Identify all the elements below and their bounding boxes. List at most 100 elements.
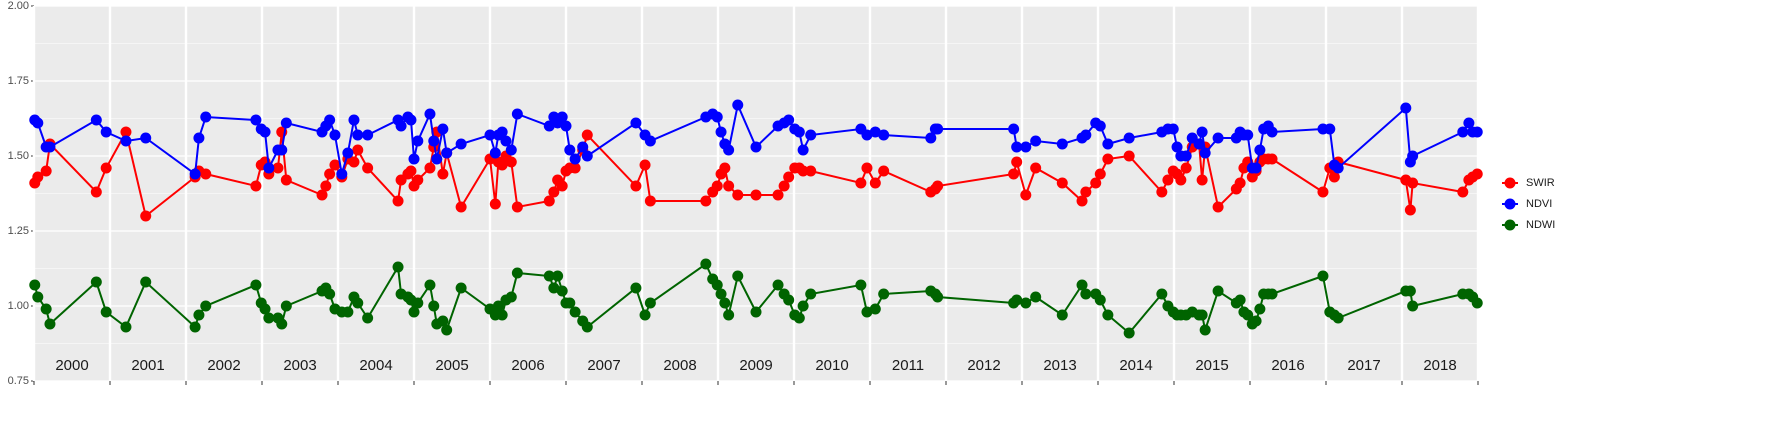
point <box>272 162 284 174</box>
point <box>797 144 809 156</box>
point <box>772 189 784 201</box>
point <box>250 114 262 126</box>
point <box>1171 141 1183 153</box>
point <box>1254 303 1266 315</box>
point <box>362 312 374 324</box>
point <box>200 168 212 180</box>
point <box>437 315 449 327</box>
point <box>412 135 424 147</box>
point <box>700 258 712 270</box>
point <box>437 123 449 135</box>
point <box>1317 186 1329 198</box>
point <box>1212 285 1224 297</box>
point <box>1317 270 1329 282</box>
point <box>259 303 271 315</box>
point <box>869 177 881 189</box>
point <box>723 309 735 321</box>
point <box>1167 123 1179 135</box>
point <box>543 195 555 207</box>
point <box>1471 126 1483 138</box>
point <box>1196 174 1208 186</box>
point <box>560 120 572 132</box>
point <box>352 144 364 156</box>
point <box>189 168 201 180</box>
point <box>556 285 568 297</box>
year-label: 2016 <box>1271 357 1304 374</box>
point <box>100 162 112 174</box>
point <box>783 294 795 306</box>
year-label: 2011 <box>892 357 924 374</box>
point <box>455 138 467 150</box>
point <box>1102 309 1114 321</box>
point <box>428 300 440 312</box>
point <box>29 279 41 291</box>
year-label: 2007 <box>587 357 620 374</box>
point <box>1199 147 1211 159</box>
point <box>869 303 881 315</box>
point <box>750 306 762 318</box>
point <box>1328 171 1340 183</box>
point <box>348 114 360 126</box>
point <box>408 153 420 165</box>
point <box>715 126 727 138</box>
point <box>552 270 564 282</box>
point <box>316 189 328 201</box>
point <box>342 147 354 159</box>
point <box>711 111 723 123</box>
point <box>1254 144 1266 156</box>
point <box>352 129 364 141</box>
point <box>100 126 112 138</box>
point <box>120 321 132 333</box>
point <box>362 162 374 174</box>
point <box>1080 186 1092 198</box>
point <box>715 288 727 300</box>
point <box>1242 309 1254 321</box>
legend-key <box>1504 198 1516 210</box>
point <box>32 171 44 183</box>
point <box>772 279 784 291</box>
point <box>932 123 944 135</box>
point <box>723 180 735 192</box>
point <box>455 201 467 213</box>
point <box>140 276 152 288</box>
point <box>639 309 651 321</box>
point <box>276 144 288 156</box>
point <box>1011 156 1023 168</box>
point <box>861 129 873 141</box>
point <box>805 165 817 177</box>
point <box>324 288 336 300</box>
point <box>1080 129 1092 141</box>
point <box>44 141 56 153</box>
point <box>630 282 642 294</box>
point <box>1080 288 1092 300</box>
point <box>1180 162 1192 174</box>
point <box>793 312 805 324</box>
point <box>1407 150 1419 162</box>
point <box>90 276 102 288</box>
point <box>44 318 56 330</box>
point <box>424 108 436 120</box>
point <box>348 156 360 168</box>
point <box>644 297 656 309</box>
point <box>581 129 593 141</box>
point <box>395 120 407 132</box>
point <box>259 126 271 138</box>
point <box>1332 162 1344 174</box>
point <box>32 117 44 129</box>
point <box>805 288 817 300</box>
point <box>543 120 555 132</box>
point <box>1094 168 1106 180</box>
point <box>783 114 795 126</box>
point <box>324 168 336 180</box>
point <box>120 135 132 147</box>
point <box>1196 309 1208 321</box>
year-label: 2001 <box>131 357 164 374</box>
point <box>1008 123 1020 135</box>
point <box>405 165 417 177</box>
point <box>1056 309 1068 321</box>
point <box>1011 294 1023 306</box>
year-label: 2006 <box>511 357 544 374</box>
point <box>40 165 52 177</box>
point <box>1196 126 1208 138</box>
